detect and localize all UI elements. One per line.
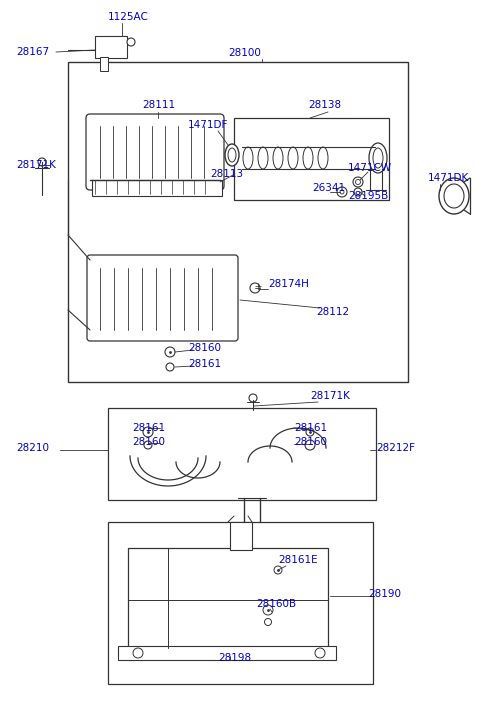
Ellipse shape bbox=[288, 147, 298, 169]
Ellipse shape bbox=[228, 148, 236, 162]
Text: 28112: 28112 bbox=[316, 307, 349, 317]
Circle shape bbox=[264, 619, 271, 625]
Text: 28161: 28161 bbox=[132, 423, 165, 433]
Bar bbox=[95, 36, 127, 58]
Circle shape bbox=[133, 648, 143, 658]
Text: 28113: 28113 bbox=[210, 169, 243, 179]
Circle shape bbox=[127, 38, 135, 46]
Text: 1125AC: 1125AC bbox=[108, 12, 149, 22]
FancyBboxPatch shape bbox=[87, 255, 238, 341]
Text: 28161: 28161 bbox=[188, 359, 221, 369]
Ellipse shape bbox=[353, 177, 363, 187]
Text: 28161E: 28161E bbox=[278, 555, 318, 565]
Circle shape bbox=[340, 190, 344, 194]
Text: 28212F: 28212F bbox=[376, 443, 415, 453]
Ellipse shape bbox=[373, 148, 383, 168]
Bar bbox=[234, 118, 389, 200]
Bar bbox=[108, 522, 373, 684]
Circle shape bbox=[249, 394, 257, 402]
Bar bbox=[118, 646, 336, 660]
Bar bbox=[230, 522, 252, 550]
Text: 28161: 28161 bbox=[294, 423, 327, 433]
Ellipse shape bbox=[225, 144, 239, 166]
Ellipse shape bbox=[318, 147, 328, 169]
Ellipse shape bbox=[258, 147, 268, 169]
Text: 28210: 28210 bbox=[16, 443, 49, 453]
Text: 28111: 28111 bbox=[142, 100, 175, 110]
Text: 28160: 28160 bbox=[188, 343, 221, 353]
Text: 1471DF: 1471DF bbox=[188, 120, 229, 130]
Bar bbox=[100, 57, 108, 71]
Ellipse shape bbox=[444, 184, 464, 208]
Text: 26341: 26341 bbox=[312, 183, 345, 193]
Text: 28195B: 28195B bbox=[348, 191, 388, 201]
Text: 1471DK: 1471DK bbox=[428, 173, 469, 183]
Circle shape bbox=[165, 347, 175, 357]
Circle shape bbox=[144, 441, 152, 449]
Text: 28198: 28198 bbox=[218, 653, 251, 663]
Ellipse shape bbox=[369, 143, 387, 173]
Text: 28167: 28167 bbox=[16, 47, 49, 57]
Bar bbox=[68, 62, 408, 382]
Circle shape bbox=[263, 605, 273, 615]
Text: 28171K: 28171K bbox=[16, 160, 56, 170]
Ellipse shape bbox=[273, 147, 283, 169]
Text: 28138: 28138 bbox=[308, 100, 341, 110]
Bar bbox=[128, 548, 328, 648]
Text: 28171K: 28171K bbox=[310, 391, 350, 401]
Circle shape bbox=[354, 188, 362, 196]
Text: 28100: 28100 bbox=[228, 48, 261, 58]
Circle shape bbox=[38, 158, 46, 166]
Ellipse shape bbox=[439, 178, 469, 214]
Circle shape bbox=[143, 427, 153, 437]
Circle shape bbox=[305, 440, 315, 450]
Text: 28190: 28190 bbox=[368, 589, 401, 599]
Ellipse shape bbox=[356, 180, 361, 185]
Circle shape bbox=[337, 187, 347, 197]
Text: 28160: 28160 bbox=[294, 437, 327, 447]
Circle shape bbox=[250, 283, 260, 293]
FancyBboxPatch shape bbox=[86, 114, 224, 190]
Ellipse shape bbox=[303, 147, 313, 169]
Text: 28174H: 28174H bbox=[268, 279, 309, 289]
Circle shape bbox=[315, 648, 325, 658]
Circle shape bbox=[274, 566, 282, 574]
Bar bbox=[108, 408, 376, 500]
Circle shape bbox=[306, 428, 314, 436]
Circle shape bbox=[166, 363, 174, 371]
Ellipse shape bbox=[243, 147, 253, 169]
Text: 1471CW: 1471CW bbox=[348, 163, 392, 173]
Text: 28160B: 28160B bbox=[256, 599, 296, 609]
Bar bbox=[92, 180, 222, 196]
Text: 28160: 28160 bbox=[132, 437, 165, 447]
